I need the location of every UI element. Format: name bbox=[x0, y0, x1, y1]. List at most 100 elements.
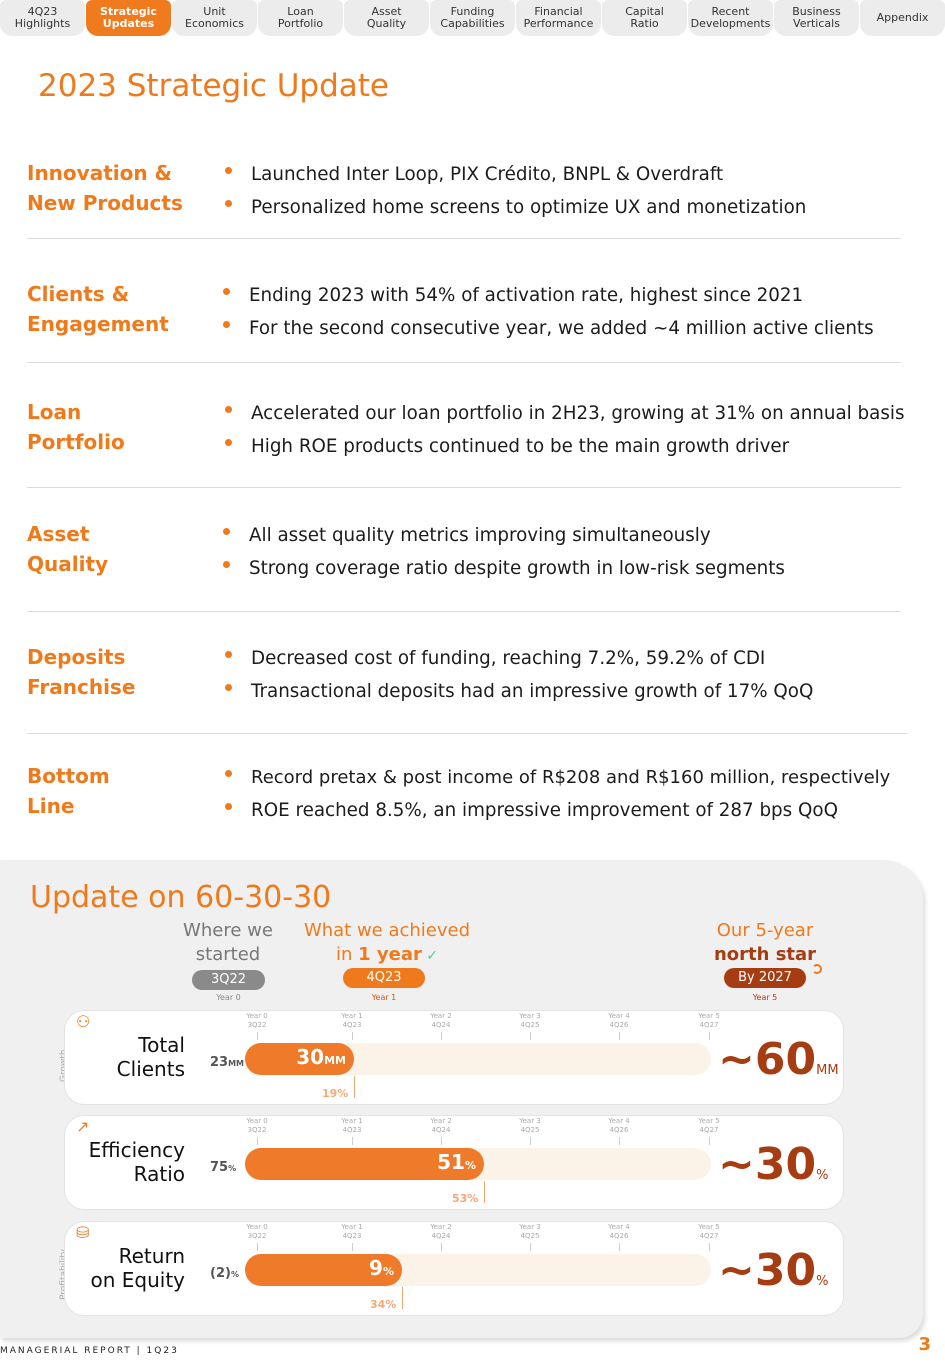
tick-year: Year 4 bbox=[608, 1012, 630, 1020]
metric-name: Efficiency Ratio bbox=[88, 1138, 185, 1186]
tab-appendix[interactable]: Appendix bbox=[860, 0, 945, 36]
prev-marker bbox=[402, 1287, 403, 1309]
timeline-tick: Year 5 4Q27 bbox=[689, 1117, 729, 1135]
target-icon bbox=[812, 964, 822, 974]
tick-quarter: 4Q25 bbox=[520, 1126, 540, 1134]
tick-year: Year 1 bbox=[341, 1117, 363, 1125]
bullet: Strong coverage ratio despite growth in … bbox=[221, 552, 785, 585]
progress-fill bbox=[245, 1148, 484, 1180]
tick-mark bbox=[619, 1032, 620, 1040]
bullet: Accelerated our loan portfolio in 2H23, … bbox=[223, 397, 905, 430]
start-unit: MM bbox=[228, 1059, 245, 1068]
start-unit: % bbox=[230, 1270, 239, 1279]
prev-marker bbox=[484, 1181, 485, 1203]
tab-capital-ratio[interactable]: Capital Ratio bbox=[602, 0, 687, 36]
timeline-tick: Year 4 4Q26 bbox=[599, 1117, 639, 1135]
tick-quarter: 4Q26 bbox=[609, 1232, 629, 1240]
metric-target-value: ~30% bbox=[718, 1143, 828, 1198]
col-start-heading: Where we started bbox=[183, 920, 273, 965]
bullet: All asset quality metrics improving simu… bbox=[221, 519, 785, 552]
target-unit: % bbox=[816, 1168, 829, 1183]
section-category: Bottom Line bbox=[27, 764, 110, 818]
check-icon: ✓ bbox=[421, 948, 439, 964]
bullet: ROE reached 8.5%, an impressive improvem… bbox=[223, 794, 890, 827]
tab-recent-developments[interactable]: Recent Developments bbox=[688, 0, 773, 36]
section-category: Deposits Franchise bbox=[27, 645, 136, 699]
metric-prev-value: 19% bbox=[322, 1087, 349, 1100]
tab-loan-portfolio[interactable]: Loan Portfolio bbox=[258, 0, 343, 36]
tick-year: Year 3 bbox=[519, 1117, 541, 1125]
timeline-tick: Year 0 3Q22 bbox=[237, 1117, 277, 1135]
tick-quarter: 4Q27 bbox=[699, 1126, 719, 1134]
metric-name: Total Clients bbox=[116, 1033, 185, 1081]
update-title: Update on 60-30-30 bbox=[30, 880, 332, 915]
tab-business-verticals[interactable]: Business Verticals bbox=[774, 0, 859, 36]
tick-quarter: 4Q23 bbox=[342, 1232, 362, 1240]
col-start-year: Year 0 bbox=[216, 993, 241, 1002]
section-nav: 4Q23 Highlights Strategic Updates Unit E… bbox=[0, 0, 945, 36]
timeline-tick: Year 2 4Q24 bbox=[421, 1117, 461, 1135]
tick-quarter: 4Q27 bbox=[699, 1021, 719, 1029]
divider bbox=[27, 733, 907, 734]
prev-marker bbox=[354, 1076, 355, 1098]
tick-year: Year 2 bbox=[430, 1223, 452, 1231]
progress-track: 30MM bbox=[245, 1043, 711, 1075]
tick-mark bbox=[257, 1032, 258, 1040]
current-number: 9 bbox=[369, 1256, 383, 1280]
tick-mark bbox=[352, 1137, 353, 1145]
section-category: Asset Quality bbox=[27, 522, 109, 576]
current-unit: % bbox=[382, 1265, 394, 1278]
trend-up-icon: ↗ bbox=[76, 1117, 90, 1136]
tick-mark bbox=[441, 1243, 442, 1251]
tick-mark bbox=[709, 1032, 710, 1040]
current-unit: % bbox=[464, 1159, 476, 1172]
target-number: ~30 bbox=[718, 1139, 817, 1190]
timeline-tick: Year 5 4Q27 bbox=[689, 1012, 729, 1030]
col-achieved-year: Year 1 bbox=[371, 993, 397, 1002]
target-unit: MM bbox=[816, 1063, 839, 1078]
col-target-heading: Our 5-year north star bbox=[704, 919, 826, 967]
metric-name: Return on Equity bbox=[90, 1244, 185, 1292]
tab-strategic-updates[interactable]: Strategic Updates bbox=[86, 0, 171, 36]
col-achieved-pill: 4Q23 bbox=[343, 968, 425, 988]
tab-financial-performance[interactable]: Financial Performance bbox=[516, 0, 601, 36]
tick-quarter: 4Q26 bbox=[609, 1126, 629, 1134]
tab-asset-quality[interactable]: Asset Quality bbox=[344, 0, 429, 36]
tick-year: Year 4 bbox=[608, 1117, 630, 1125]
timeline-tick: Year 4 4Q26 bbox=[599, 1223, 639, 1241]
section-category: Innovation & New Products bbox=[27, 161, 183, 215]
tick-year: Year 3 bbox=[519, 1012, 541, 1020]
tick-mark bbox=[530, 1032, 531, 1040]
col-target-year: Year 5 bbox=[752, 993, 778, 1002]
bullet: Transactional deposits had an impressive… bbox=[223, 675, 813, 708]
bullet: Launched Inter Loop, PIX Crédito, BNPL &… bbox=[223, 158, 806, 191]
tick-mark bbox=[257, 1243, 258, 1251]
tick-quarter: 4Q24 bbox=[431, 1232, 451, 1240]
page-number: 3 bbox=[918, 1334, 931, 1355]
tick-mark bbox=[709, 1137, 710, 1145]
divider bbox=[27, 487, 901, 488]
target-number: ~30 bbox=[718, 1245, 817, 1296]
tick-mark bbox=[257, 1137, 258, 1145]
timeline-tick: Year 0 3Q22 bbox=[237, 1012, 277, 1030]
bullet: High ROE products continued to be the ma… bbox=[223, 430, 905, 463]
tab-4q23-highlights[interactable]: 4Q23 Highlights bbox=[0, 0, 85, 36]
tab-unit-economics[interactable]: Unit Economics bbox=[172, 0, 257, 36]
tab-funding-capabilities[interactable]: Funding Capabilities bbox=[430, 0, 515, 36]
tick-year: Year 5 bbox=[698, 1012, 720, 1020]
tick-mark bbox=[619, 1137, 620, 1145]
col-target-pill: By 2027 bbox=[724, 968, 806, 988]
metric-target-value: ~30% bbox=[718, 1249, 828, 1304]
tick-year: Year 5 bbox=[698, 1117, 720, 1125]
tick-quarter: 3Q22 bbox=[247, 1126, 267, 1134]
start-number: (2) bbox=[210, 1266, 231, 1281]
start-unit: % bbox=[228, 1164, 237, 1173]
metric-target-value: ~60MM bbox=[718, 1038, 839, 1093]
metric-start-value: (2)% bbox=[210, 1266, 250, 1281]
timeline-tick: Year 0 3Q22 bbox=[237, 1223, 277, 1241]
tick-mark bbox=[619, 1243, 620, 1251]
footer: MANAGERIAL REPORT | 1Q23 bbox=[0, 1346, 179, 1356]
tick-quarter: 4Q24 bbox=[431, 1021, 451, 1029]
tick-year: Year 5 bbox=[698, 1223, 720, 1231]
divider bbox=[27, 611, 901, 612]
